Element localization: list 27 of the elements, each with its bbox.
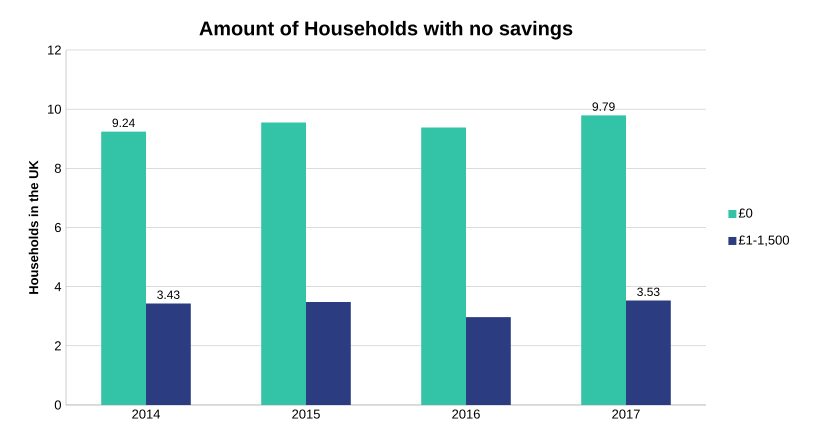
y-axis-title: Households in the UK [28,160,38,294]
x-tick-label: 2015 [292,409,320,419]
bar [626,300,671,405]
bar [421,127,466,405]
legend-label: £1-1,500 [738,235,790,246]
data-label: 9.24 [112,118,135,128]
x-tick-label: 2016 [452,409,480,419]
bar [306,302,351,405]
y-tick-label: 2 [54,341,61,350]
bar [146,304,191,405]
y-tick-label: 0 [54,400,61,410]
bar [261,122,306,405]
data-label: 9.79 [592,102,615,111]
y-tick-label: 12 [48,45,61,55]
y-tick-label: 10 [48,104,61,114]
data-label: 3.43 [157,290,180,299]
x-tick-label: 2014 [132,409,160,419]
y-tick-label: 6 [54,222,61,232]
chart-title: Amount of Households with no savings [199,20,572,40]
bar [466,317,511,405]
y-tick-label: 4 [54,282,62,292]
x-tick-label: 2017 [612,409,640,419]
data-label: 3.53 [637,288,660,296]
bar [581,115,626,405]
legend-label: £0 [738,208,752,218]
y-tick-label: 8 [54,164,61,173]
bar [101,132,146,405]
